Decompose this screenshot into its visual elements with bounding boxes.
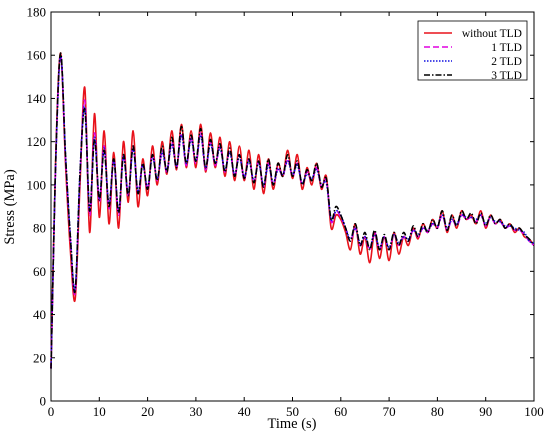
x-tick-label: 70 xyxy=(383,404,396,419)
y-tick-label: 60 xyxy=(33,264,46,279)
y-tick-label: 140 xyxy=(27,91,47,106)
y-axis-label: Stress (MPa) xyxy=(2,169,18,244)
x-axis: 0 10 20 30 40 50 60 70 80 90 100 xyxy=(48,12,544,419)
x-tick-label: 30 xyxy=(189,404,202,419)
y-tick-label: 160 xyxy=(27,48,47,63)
y-axis: 0 20 40 60 80 100 120 140 160 180 xyxy=(27,5,534,409)
y-tick-label: 100 xyxy=(27,177,47,192)
x-tick-label: 50 xyxy=(286,404,299,419)
x-tick-label: 60 xyxy=(334,404,347,419)
x-tick-label: 20 xyxy=(141,404,154,419)
x-axis-label: Time (s) xyxy=(267,416,316,432)
legend: without TLD 1 TLD 2 TLD 3 TLD xyxy=(417,20,528,82)
y-tick-label: 20 xyxy=(33,350,46,365)
series-line-1-tld xyxy=(50,54,535,369)
y-tick-label: 80 xyxy=(33,221,46,236)
legend-label: 1 TLD xyxy=(491,42,522,54)
x-tick-label: 0 xyxy=(48,404,55,419)
legend-label: without TLD xyxy=(462,28,522,40)
x-tick-label: 80 xyxy=(431,404,444,419)
y-tick-label: 180 xyxy=(27,5,47,20)
y-tick-label: 0 xyxy=(40,394,47,409)
y-tick-label: 120 xyxy=(27,134,47,149)
legend-label: 2 TLD xyxy=(491,56,522,68)
x-tick-label: 40 xyxy=(238,404,251,419)
series-line-3-tld xyxy=(50,52,535,369)
x-tick-label: 100 xyxy=(524,404,544,419)
legend-label: 3 TLD xyxy=(491,70,522,82)
x-tick-label: 90 xyxy=(479,404,492,419)
y-tick-label: 40 xyxy=(33,307,46,322)
x-tick-label: 10 xyxy=(93,404,106,419)
legend-box xyxy=(417,20,528,81)
